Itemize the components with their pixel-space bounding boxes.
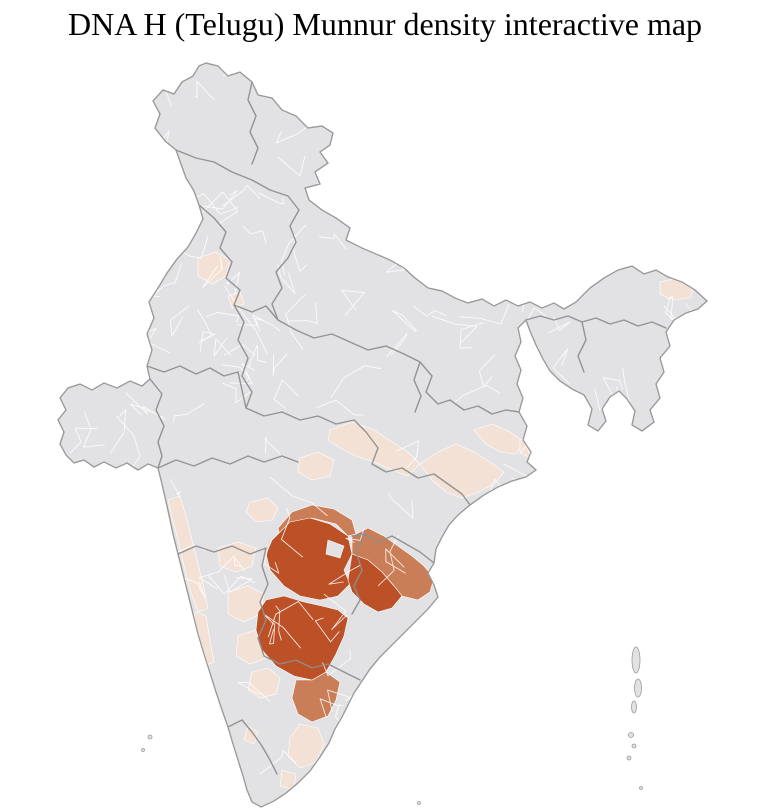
region-konkan-coast-north[interactable] — [167, 495, 209, 613]
region-central-tamil-nadu[interactable] — [287, 723, 325, 769]
nicobar-island-3[interactable] — [626, 755, 632, 761]
lakshadweep-island-2[interactable] — [141, 748, 145, 752]
page-title: DNA H (Telugu) Munnur density interactiv… — [67, 6, 703, 42]
nicobar-island-1[interactable] — [628, 732, 634, 738]
state-borders — [146, 81, 667, 775]
india-landmass[interactable] — [57, 62, 708, 808]
island-speck-2[interactable] — [417, 801, 421, 805]
andaman-island-1[interactable] — [631, 646, 641, 674]
region-punjab-patch[interactable] — [197, 251, 231, 285]
andaman-island-2[interactable] — [634, 678, 642, 698]
region-kerala-spot[interactable] — [243, 725, 259, 745]
region-south-karnataka[interactable] — [247, 667, 281, 699]
nicobar-island-2[interactable] — [631, 743, 637, 749]
islands[interactable] — [141, 646, 643, 805]
region-madhya-pradesh-patch[interactable] — [297, 451, 335, 481]
region-east-karnataka-1[interactable] — [217, 541, 257, 573]
island-speck-1[interactable] — [639, 786, 643, 790]
city-marker-kolkata[interactable] — [537, 450, 552, 468]
andaman-island-3[interactable] — [631, 700, 637, 714]
lakshadweep-island-1[interactable] — [147, 734, 153, 740]
region-central-india-band-east[interactable] — [419, 443, 505, 499]
region-central-india-band-west[interactable] — [327, 421, 421, 477]
region-maharashtra-patch[interactable] — [245, 497, 279, 523]
district-inclusion[interactable] — [325, 539, 345, 559]
